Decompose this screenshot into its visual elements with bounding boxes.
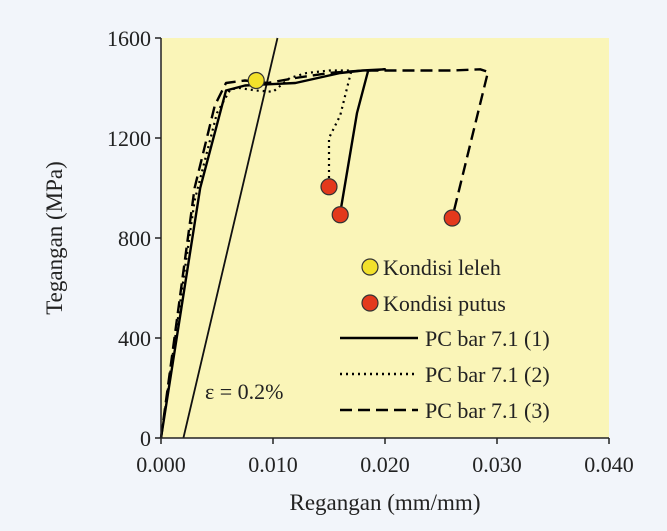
legend-marker-2	[361, 294, 379, 312]
x-tick-label: 0.010	[248, 452, 298, 477]
marker-point-2	[320, 178, 338, 196]
y-tick-label: 1600	[107, 26, 151, 51]
y-tick-label: 800	[118, 226, 151, 251]
legend: Kondisi leleh Kondisi putus PC bar 7.1 (1)…	[340, 255, 550, 423]
y-axis-title: Tegangan (MPa)	[42, 161, 67, 315]
x-tick-label: 0.030	[472, 452, 522, 477]
legend-label-series-1: PC bar 7.1 (1)	[425, 326, 550, 351]
series-line-3	[159, 68, 490, 439]
y-tick-label: 1200	[107, 126, 151, 151]
series-line-2	[159, 69, 353, 439]
plot-area	[161, 38, 609, 438]
legend-label-marker-2: Kondisi putus	[383, 291, 506, 316]
legend-label-marker-1: Kondisi leleh	[383, 255, 501, 280]
x-tick-label: 0.000	[136, 452, 186, 477]
marker-point-2	[331, 206, 349, 224]
offset-line	[182, 37, 279, 439]
legend-label-series-2: PC bar 7.1 (2)	[425, 362, 550, 387]
y-tick-label: 0	[140, 426, 151, 451]
y-tick-label: 400	[118, 326, 151, 351]
x-tick-label: 0.040	[584, 452, 634, 477]
x-axis-title: Regangan (mm/mm)	[290, 490, 481, 515]
marker-point-1	[247, 71, 265, 90]
legend-label-series-3: PC bar 7.1 (3)	[425, 398, 550, 423]
legend-marker-1	[361, 258, 379, 276]
marker-point-2	[443, 209, 461, 227]
x-tick-label: 0.020	[360, 452, 410, 477]
epsilon-annotation: ε = 0.2%	[205, 379, 283, 404]
